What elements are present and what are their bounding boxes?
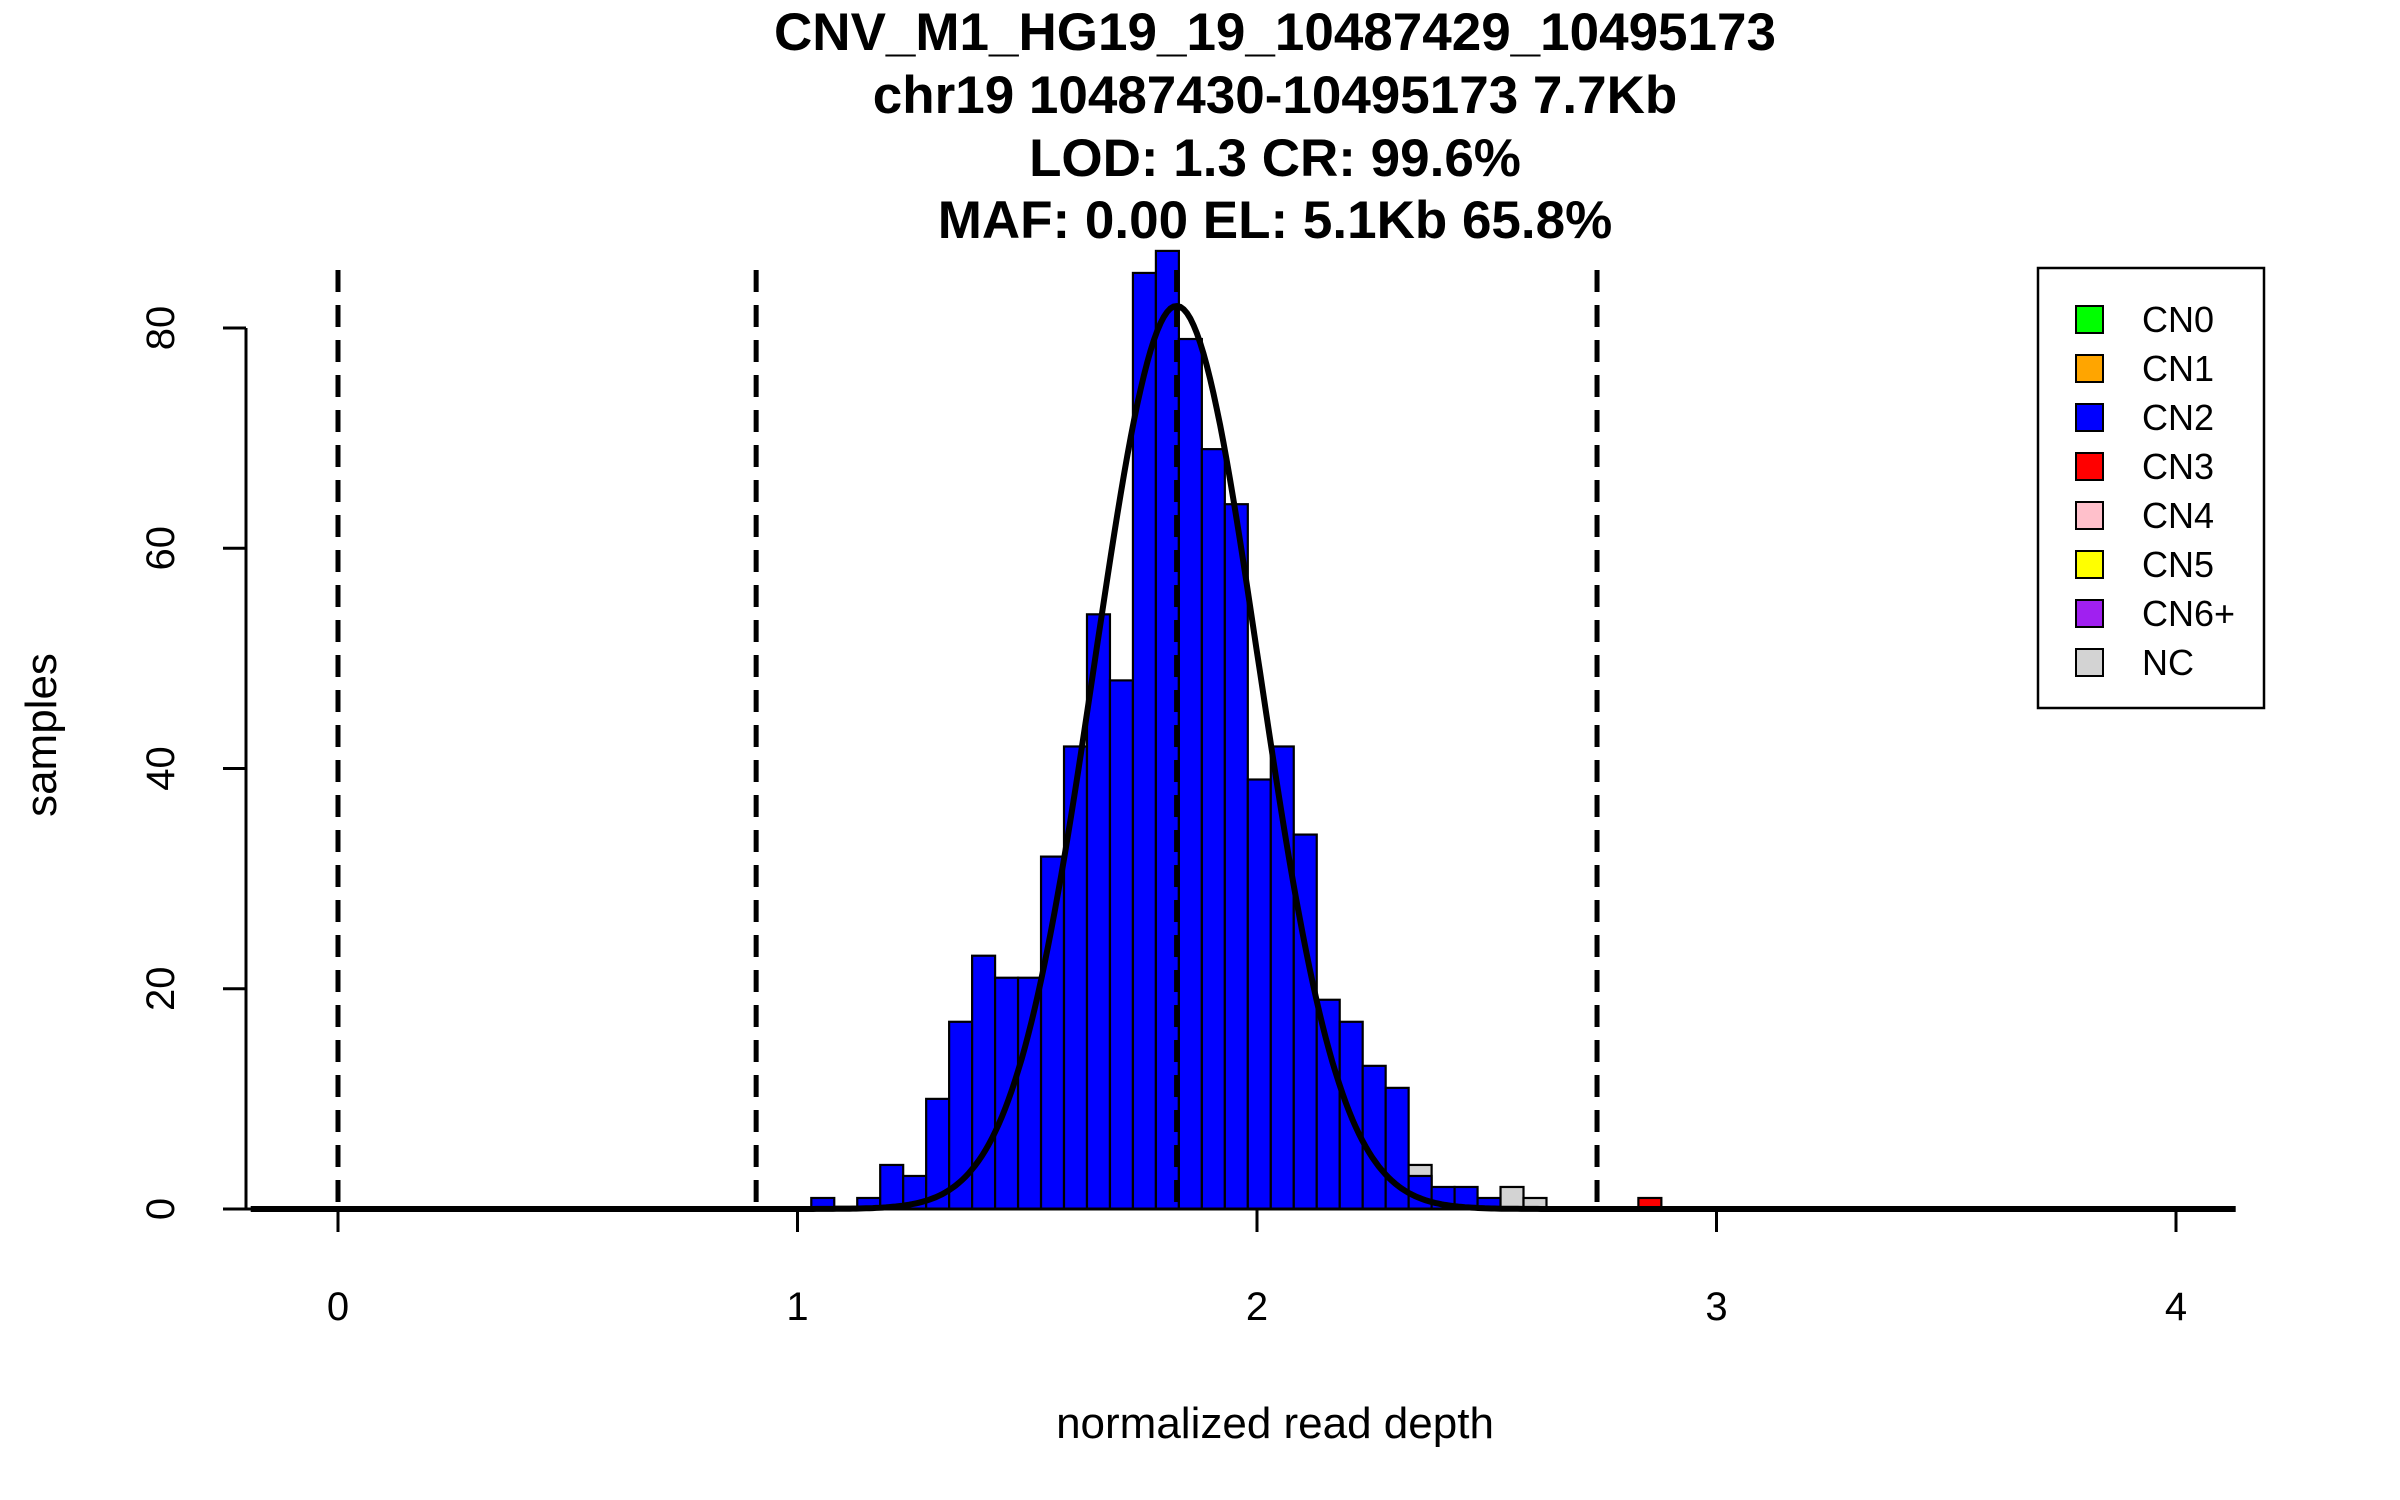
- legend-label-0: CN0: [2142, 299, 2214, 340]
- title-line-1: CNV_M1_HG19_19_10487429_10495173: [774, 3, 1776, 62]
- title-line-3: LOD: 1.3 CR: 99.6%: [1029, 129, 1521, 188]
- x-axis: 0 1 2 3 4: [246, 1207, 2234, 1329]
- histogram-bar-17: [1200, 448, 1226, 1211]
- legend-label-6: CN6+: [2142, 593, 2235, 634]
- legend-label-2: CN2: [2142, 397, 2214, 438]
- legend-label-3: CN3: [2142, 446, 2214, 487]
- y-tick-label-2: 40: [139, 746, 183, 791]
- legend-swatch-6: [2075, 599, 2104, 628]
- histogram-bar-13: [1108, 679, 1135, 1211]
- legend-swatch-3: [2075, 452, 2104, 481]
- y-tick-label-3: 60: [139, 526, 183, 571]
- legend-label-5: CN5: [2142, 544, 2214, 585]
- legend-swatch-4: [2075, 501, 2104, 530]
- legend-swatch-1: [2075, 354, 2104, 383]
- legend-box: [2036, 266, 2266, 710]
- copy-number-thresholds: [335, 270, 1600, 1209]
- title-line-2: chr19 10487430-10495173 7.7Kb: [873, 66, 1677, 125]
- histogram-bar-31: [1499, 1185, 1525, 1211]
- legend-swatch-5: [2075, 550, 2104, 579]
- x-tick-label-4: 4: [2165, 1285, 2187, 1329]
- histogram-bar-16: [1177, 337, 1203, 1211]
- y-axis-label: samples: [17, 653, 66, 817]
- x-tick-label-0: 0: [327, 1285, 349, 1329]
- y-tick-label-1: 20: [139, 967, 183, 1012]
- x-tick-label-1: 1: [786, 1285, 808, 1329]
- legend-swatch-2: [2075, 403, 2104, 432]
- title-line-4: MAF: 0.00 EL: 5.1Kb 65.8%: [938, 191, 1612, 250]
- histogram-bar-8: [993, 976, 1020, 1211]
- x-tick-label-2: 2: [1246, 1285, 1268, 1329]
- legend-label-4: CN4: [2142, 495, 2214, 536]
- legend-label-7: NC: [2142, 642, 2194, 683]
- histogram-bars: [810, 249, 1663, 1211]
- histogram-bar-3: [879, 1163, 905, 1211]
- chart-title: CNV_M1_HG19_19_10487429_10495173 chr19 1…: [774, 3, 1776, 250]
- histogram-bar-19: [1246, 778, 1272, 1211]
- legend-label-1: CN1: [2142, 348, 2214, 389]
- histogram-bar-18: [1223, 503, 1249, 1211]
- x-axis-label: normalized read depth: [1056, 1399, 1494, 1448]
- histogram-bar-7: [971, 954, 997, 1211]
- y-axis: 0 20 40 60 80: [139, 306, 248, 1220]
- legend: CN0 CN1 CN2 CN3 CN4 CN5 CN6+ NC: [2036, 266, 2266, 710]
- histogram-bar-9: [1016, 976, 1043, 1211]
- histogram-bar-11: [1062, 745, 1089, 1211]
- legend-swatch-0: [2075, 305, 2104, 334]
- histogram-bar-24: [1361, 1064, 1387, 1211]
- y-tick-label-4: 80: [139, 306, 183, 351]
- histogram-bar-22: [1315, 998, 1341, 1211]
- legend-swatch-7: [2075, 648, 2104, 677]
- x-tick-label-3: 3: [1705, 1285, 1727, 1329]
- y-tick-label-0: 0: [139, 1198, 183, 1220]
